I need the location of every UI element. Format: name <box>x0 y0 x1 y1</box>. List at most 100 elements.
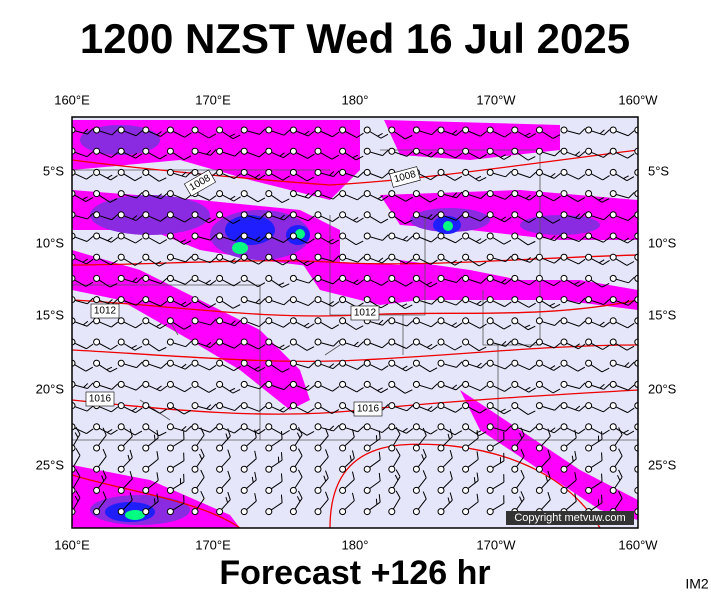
barb-station <box>265 317 273 325</box>
wind-barb <box>216 359 241 372</box>
wind-barb <box>117 147 143 159</box>
barb-flag <box>528 133 536 139</box>
barb-flag <box>381 342 389 349</box>
barb-shaft <box>637 214 638 222</box>
barb-flag <box>181 426 187 431</box>
barb-shaft <box>440 150 456 159</box>
barb-flag <box>283 152 291 159</box>
barb-flag <box>179 478 182 485</box>
wind-barb <box>142 232 167 245</box>
barb-flag <box>160 277 168 284</box>
barb-station <box>93 486 101 494</box>
barb-flag <box>406 150 414 157</box>
barb-station <box>191 338 199 346</box>
barb-flag <box>208 303 217 309</box>
barb-flag <box>404 134 413 140</box>
barb-flag <box>626 261 635 266</box>
barb-flag <box>375 435 378 441</box>
barb-flag <box>283 214 291 221</box>
wind-barb <box>585 473 603 494</box>
barb-flag <box>529 171 537 178</box>
barb-station <box>585 232 593 240</box>
barb-flag <box>603 129 611 136</box>
barb-flag <box>504 301 512 308</box>
barb-station <box>486 402 494 410</box>
wind-barb <box>535 211 561 224</box>
wind-barb <box>486 296 512 308</box>
wind-barb <box>486 452 505 473</box>
barb-station <box>117 317 125 325</box>
barb-station <box>560 232 568 240</box>
barb-flag <box>180 301 187 306</box>
barb-station <box>388 402 396 410</box>
barb-flag <box>505 170 512 178</box>
barb-flag <box>156 451 159 460</box>
barb-station <box>609 359 617 367</box>
barb-shaft <box>72 235 88 242</box>
barb-flag <box>395 427 401 435</box>
barb-flag <box>153 498 156 505</box>
barb-station <box>388 359 396 367</box>
wind-barb <box>117 449 133 473</box>
lat-label: 25°S <box>648 457 677 472</box>
barb-flag <box>653 192 659 200</box>
barb-flag <box>86 320 94 327</box>
wind-barb <box>585 359 610 373</box>
barb-flag <box>479 153 487 160</box>
barb-flag <box>649 278 653 284</box>
lat-label: 15°S <box>648 307 677 322</box>
wind-barb <box>72 296 94 305</box>
lat-label: 20°S <box>648 381 677 396</box>
barb-flag <box>209 280 217 286</box>
barb-flag <box>643 492 651 500</box>
barb-flag <box>325 449 329 458</box>
barb-flag <box>233 196 241 202</box>
title: 1200 NZST Wed 16 Jul 2025 <box>80 15 630 62</box>
barb-shaft <box>121 129 137 137</box>
barb-station <box>191 444 199 452</box>
barb-flag <box>205 279 211 284</box>
barb-flag <box>87 212 94 220</box>
barb-shaft <box>539 171 555 179</box>
barb-shaft <box>293 171 308 182</box>
wind-barb <box>289 402 315 414</box>
barb-flag <box>200 469 205 478</box>
barb-shaft <box>563 256 579 265</box>
barb-flag <box>601 431 603 440</box>
barb-flag <box>627 238 635 244</box>
barb-flag <box>503 239 512 245</box>
barb-station <box>511 444 519 452</box>
barb-station <box>240 211 248 219</box>
barb-station <box>486 232 494 240</box>
barb-station <box>314 253 322 261</box>
barb-shaft <box>367 171 383 179</box>
wind-barb <box>142 147 167 160</box>
barb-station <box>93 465 101 473</box>
barb-flag <box>209 364 217 371</box>
barb-flag <box>628 192 635 199</box>
barb-flag <box>430 236 438 243</box>
wind-barb <box>412 402 438 413</box>
barb-flag <box>579 128 586 135</box>
barb-shaft <box>72 214 88 220</box>
barb-flag <box>627 130 635 137</box>
barb-flag <box>208 387 217 393</box>
barb-flag <box>652 407 659 415</box>
barb-shaft <box>613 277 629 284</box>
barb-flag <box>306 261 315 267</box>
barb-shaft <box>145 214 161 222</box>
barb-station <box>142 423 150 431</box>
wind-barb <box>388 338 414 349</box>
barb-station <box>585 444 593 452</box>
barb-flag <box>210 318 217 326</box>
wind-barb <box>535 147 561 157</box>
wind-barb <box>486 359 512 370</box>
barb-flag <box>259 298 266 305</box>
barb-station <box>289 296 297 304</box>
barb-flag <box>234 258 242 264</box>
barb-flag <box>454 430 463 436</box>
barb-flag <box>86 428 94 434</box>
wind-barb <box>462 232 487 244</box>
barb-flag <box>476 493 479 502</box>
barb-flag <box>480 215 488 222</box>
